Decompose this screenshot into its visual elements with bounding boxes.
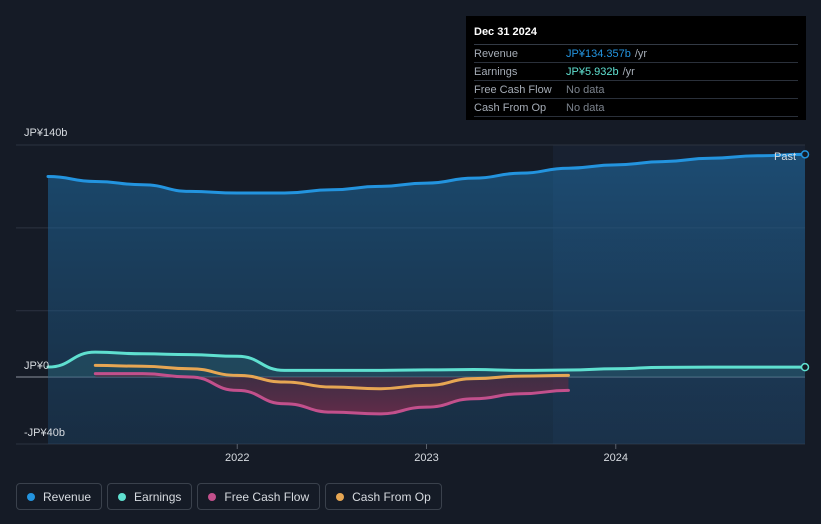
- y-label-bottom: -JP¥40b: [24, 427, 65, 439]
- series-lines: [46, 152, 807, 416]
- tooltip-row-revenue: Revenue JP¥134.357b /yr: [474, 46, 798, 63]
- past-label: Past: [774, 151, 796, 163]
- free-cash-flow-area: [95, 373, 569, 414]
- earnings-end-marker: [800, 362, 810, 372]
- tooltip-row-free-cash-flow: Free Cash Flow No data: [474, 82, 798, 99]
- legend: Revenue Earnings Free Cash Flow Cash Fro…: [16, 483, 442, 510]
- y-label-zero: JP¥0: [24, 360, 49, 372]
- tooltip: Dec 31 2024 Revenue JP¥134.357b /yr Earn…: [466, 16, 806, 120]
- cash-from-op-line: [93, 363, 570, 391]
- series-areas: [48, 154, 805, 444]
- revenue-area: [48, 154, 805, 444]
- y-label-top: JP¥140b: [24, 127, 67, 139]
- x-tick-label-2024: 2024: [604, 452, 628, 464]
- tooltip-date: Dec 31 2024: [474, 24, 798, 45]
- x-tick-label-2022: 2022: [225, 452, 249, 464]
- cash-from-op-dot-icon: [336, 492, 345, 501]
- earnings-line: [46, 350, 807, 372]
- x-tick-label-2023: 2023: [414, 452, 438, 464]
- tooltip-row-cash-from-op: Cash From Op No data: [474, 100, 798, 117]
- legend-item-revenue[interactable]: Revenue: [16, 483, 103, 510]
- tooltip-row-earnings: Earnings JP¥5.932b /yr: [474, 64, 798, 81]
- revenue-dot-icon: [27, 492, 35, 501]
- revenue-end-marker: [800, 150, 810, 159]
- free-cash-flow-line: [93, 372, 570, 416]
- earnings-area: [48, 352, 805, 377]
- series-markers: [800, 150, 810, 372]
- revenue-line: [46, 152, 807, 195]
- legend-item-earnings[interactable]: Earnings: [107, 483, 193, 510]
- earnings-dot-icon: [118, 492, 127, 501]
- legend-item-cash-from-op[interactable]: Cash From Op: [325, 483, 442, 510]
- free-cash-flow-dot-icon: [208, 492, 217, 501]
- x-ticks: 2022 2023 2024: [225, 444, 628, 464]
- legend-item-free-cash-flow[interactable]: Free Cash Flow: [197, 483, 321, 510]
